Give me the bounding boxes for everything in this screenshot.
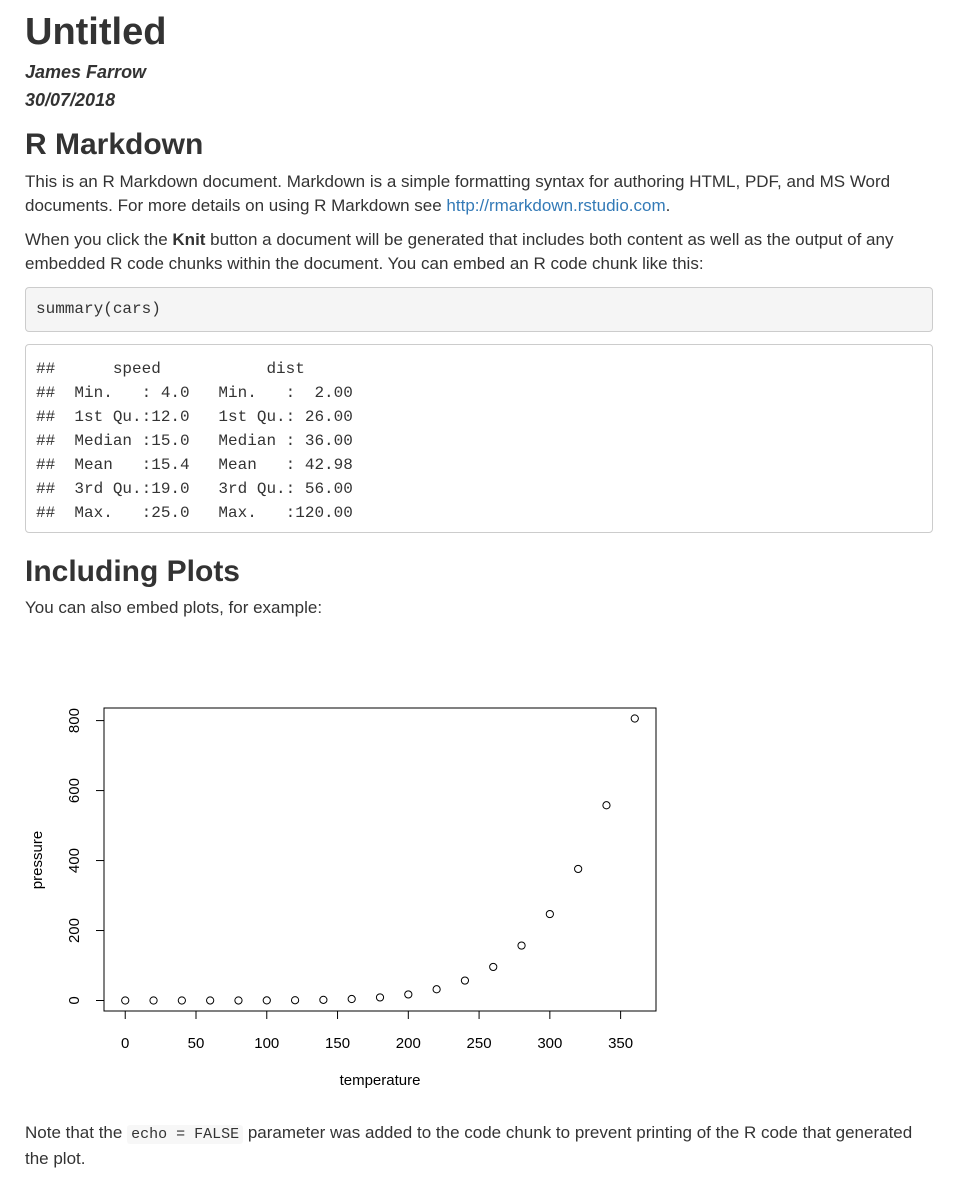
paragraph-knit-end: button a document will be generated that… bbox=[25, 230, 894, 273]
x-axis-ticks: 0 50 100 150 200 250 300 350 bbox=[121, 1010, 633, 1052]
x-tick-label: 300 bbox=[537, 1035, 562, 1052]
r-output-block: ## speed dist ## Min. : 4.0 Min. : 2.00 … bbox=[25, 344, 933, 533]
y-axis-label: pressure bbox=[29, 831, 46, 889]
data-point bbox=[489, 962, 498, 972]
paragraph-intro-end: . bbox=[665, 196, 671, 215]
plot-frame bbox=[103, 707, 657, 1012]
paragraph-note-start: Note that the bbox=[25, 1123, 128, 1142]
x-tick-label: 250 bbox=[467, 1035, 492, 1052]
data-point bbox=[121, 996, 130, 1005]
paragraph-note-end: parameter was added to the code chunk to… bbox=[25, 1123, 913, 1168]
output-line: ## 3rd Qu.:19.0 3rd Qu.: 56.00 bbox=[36, 480, 373, 498]
data-point bbox=[404, 990, 413, 999]
data-point bbox=[545, 909, 554, 919]
output-line: ## Median :15.0 Median : 36.00 bbox=[36, 432, 373, 450]
y-tick-label: 600 bbox=[66, 778, 83, 803]
y-tick-label: 200 bbox=[66, 918, 83, 943]
section-heading-including-plots: Including Plots bbox=[25, 555, 240, 588]
output-line: ## 1st Qu.:12.0 1st Qu.: 26.00 bbox=[36, 408, 373, 426]
data-point bbox=[149, 996, 158, 1005]
document-date: 30/07/2018 bbox=[25, 90, 116, 110]
output-line: ## speed dist bbox=[36, 360, 373, 378]
pressure-scatter-plot: 0 50 100 150 200 250 300 350 0 200 400 600 800 temp… bbox=[29, 707, 657, 1089]
x-tick-label: 0 bbox=[121, 1035, 129, 1052]
data-point bbox=[602, 801, 611, 810]
data-point bbox=[290, 996, 300, 1005]
data-point bbox=[375, 993, 385, 1002]
data-point bbox=[630, 714, 639, 723]
y-axis-ticks: 0 200 400 600 800 bbox=[66, 708, 105, 1005]
y-tick-label: 800 bbox=[66, 708, 83, 733]
paragraph-note: Note that the echo = FALSE parameter was… bbox=[25, 1121, 935, 1171]
paragraph-knit-start: When you click the bbox=[25, 230, 173, 249]
echo-false-code: echo = FALSE bbox=[127, 1125, 244, 1144]
data-point bbox=[574, 864, 583, 874]
section-heading-r-markdown: R Markdown bbox=[25, 128, 204, 161]
document-author: James Farrow bbox=[25, 62, 147, 82]
x-tick-label: 50 bbox=[188, 1035, 205, 1052]
output-line: ## Min. : 4.0 Min. : 2.00 bbox=[36, 384, 373, 402]
x-axis-label: temperature bbox=[340, 1072, 421, 1089]
data-point bbox=[460, 976, 470, 985]
r-code-chunk: summary(cars) bbox=[25, 287, 933, 332]
x-tick-label: 350 bbox=[608, 1035, 633, 1052]
paragraph-plots-intro: You can also embed plots, for example: bbox=[25, 598, 323, 617]
y-tick-label: 0 bbox=[66, 996, 83, 1004]
x-tick-label: 100 bbox=[254, 1035, 279, 1052]
document-title: Untitled bbox=[25, 11, 167, 53]
output-line: ## Max. :25.0 Max. :120.00 bbox=[36, 504, 373, 522]
data-points bbox=[121, 714, 639, 1005]
data-point bbox=[262, 996, 271, 1005]
data-point bbox=[206, 996, 215, 1005]
paragraph-intro: This is an R Markdown document. Markdown… bbox=[25, 170, 935, 218]
x-tick-label: 150 bbox=[325, 1035, 350, 1052]
data-point bbox=[432, 985, 441, 994]
paragraph-intro-text: This is an R Markdown document. Markdown… bbox=[25, 172, 891, 215]
paragraph-knit: When you click the Knit button a documen… bbox=[25, 228, 935, 276]
data-point bbox=[319, 995, 328, 1004]
data-point bbox=[347, 994, 356, 1004]
data-point bbox=[177, 996, 186, 1005]
knit-bold-text: Knit bbox=[172, 230, 206, 249]
rmarkdown-link[interactable]: http://rmarkdown.rstudio.com bbox=[446, 196, 666, 215]
output-line: ## Mean :15.4 Mean : 42.98 bbox=[36, 456, 373, 474]
r-code-text: summary(cars) bbox=[36, 300, 161, 318]
y-tick-label: 400 bbox=[66, 848, 83, 873]
data-point bbox=[517, 941, 526, 950]
x-tick-label: 200 bbox=[396, 1035, 421, 1052]
data-point bbox=[234, 996, 243, 1005]
